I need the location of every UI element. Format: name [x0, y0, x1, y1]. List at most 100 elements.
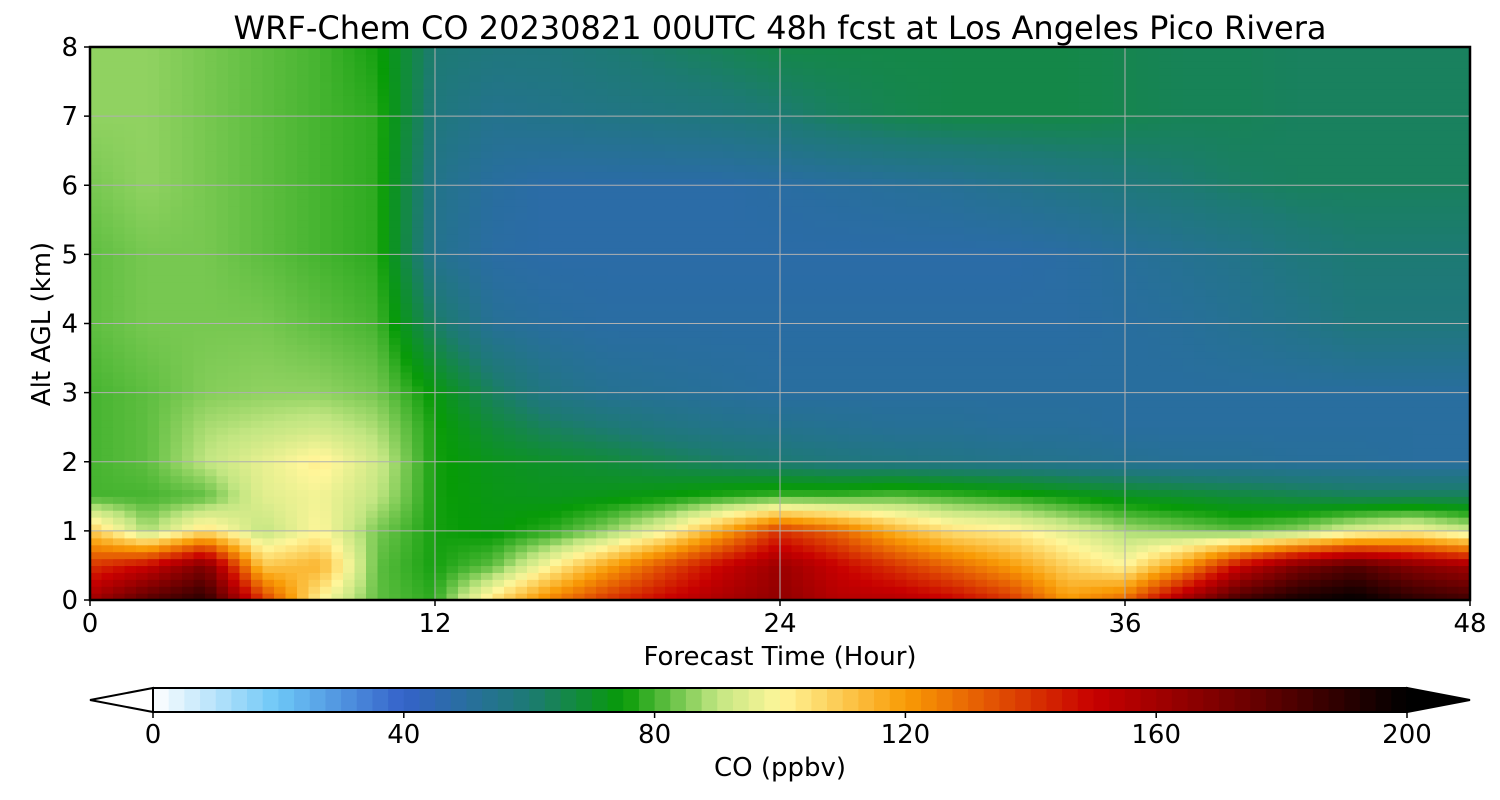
co-cell — [1309, 316, 1322, 325]
co-cell — [780, 371, 793, 380]
co-cell — [377, 309, 390, 318]
co-cell — [734, 551, 747, 560]
co-cell — [1205, 551, 1218, 560]
co-cell — [1424, 427, 1437, 435]
co-cell — [1447, 323, 1460, 332]
co-cell — [239, 371, 252, 380]
co-cell — [814, 503, 827, 511]
co-cell — [331, 406, 344, 414]
co-cell — [1332, 489, 1345, 497]
co-cell — [584, 323, 597, 332]
co-cell — [1274, 454, 1287, 463]
co-cell — [607, 378, 620, 387]
co-cell — [883, 565, 896, 573]
co-cell — [941, 344, 954, 352]
co-cell — [1320, 413, 1333, 421]
co-cell — [1343, 510, 1356, 518]
co-cell — [377, 427, 390, 435]
co-cell — [630, 510, 643, 518]
co-cell — [1343, 503, 1356, 511]
co-cell — [1079, 413, 1092, 421]
co-cell — [216, 454, 229, 463]
co-cell — [193, 572, 206, 580]
co-cell — [1056, 330, 1069, 338]
co-cell — [872, 413, 885, 421]
co-cell — [205, 316, 218, 325]
co-cell — [826, 468, 839, 477]
co-cell — [872, 517, 885, 525]
co-cell — [343, 537, 356, 546]
co-cell — [998, 371, 1011, 380]
co-cell — [492, 503, 505, 511]
co-cell — [573, 496, 586, 504]
co-cell — [745, 593, 758, 601]
co-cell — [596, 441, 609, 449]
co-cell — [1228, 517, 1241, 525]
co-cell — [1033, 344, 1046, 352]
co-cell — [1435, 586, 1448, 594]
co-cell — [435, 565, 448, 573]
co-cell — [768, 586, 781, 594]
co-cell — [791, 523, 804, 532]
co-cell — [354, 482, 367, 490]
co-cell — [1044, 544, 1057, 553]
co-cell — [1079, 420, 1092, 428]
co-cell — [630, 572, 643, 580]
co-cell — [1320, 523, 1333, 532]
co-cell — [1021, 558, 1034, 567]
co-cell — [573, 558, 586, 567]
co-cell — [1263, 558, 1276, 567]
co-cell — [883, 413, 896, 421]
co-cell — [297, 351, 310, 359]
co-cell — [354, 579, 367, 587]
co-cell — [1297, 399, 1310, 408]
co-cell — [998, 530, 1011, 539]
co-cell — [285, 489, 298, 497]
co-cell — [1309, 427, 1322, 435]
co-cell — [814, 558, 827, 567]
co-cell — [1044, 482, 1057, 490]
co-cell — [205, 489, 218, 497]
co-cell — [262, 586, 275, 594]
co-cell — [90, 358, 103, 366]
co-cell — [159, 482, 172, 490]
co-cell — [1113, 468, 1126, 477]
co-cell — [780, 378, 793, 387]
co-cell — [849, 434, 862, 442]
co-cell — [147, 503, 160, 511]
co-cell — [527, 482, 540, 490]
co-cell — [722, 364, 735, 373]
co-cell — [435, 517, 448, 525]
co-cell — [124, 316, 137, 325]
co-cell — [987, 482, 1000, 490]
co-cell — [918, 392, 931, 401]
co-cell — [676, 323, 689, 332]
co-cell — [1412, 344, 1425, 352]
co-cell — [113, 510, 126, 518]
co-cell — [941, 586, 954, 594]
co-cell — [1435, 392, 1448, 401]
co-cell — [1159, 385, 1172, 394]
co-cell — [1228, 399, 1241, 408]
co-cell — [1159, 468, 1172, 477]
co-cell — [1102, 337, 1115, 345]
co-cell — [1125, 579, 1138, 587]
co-cell — [688, 371, 701, 380]
co-cell — [918, 510, 931, 518]
co-cell — [872, 441, 885, 449]
co-cell — [1125, 510, 1138, 518]
co-cell — [1113, 489, 1126, 497]
co-cell — [826, 316, 839, 325]
co-cell — [872, 420, 885, 428]
co-cell — [780, 364, 793, 373]
co-cell — [446, 337, 459, 345]
co-cell — [814, 544, 827, 553]
co-cell — [642, 309, 655, 318]
co-cell — [1090, 434, 1103, 442]
co-cell — [124, 454, 137, 463]
co-cell — [400, 558, 413, 567]
co-cell — [941, 579, 954, 587]
co-cell — [1389, 475, 1402, 484]
co-cell — [1021, 434, 1034, 442]
co-cell — [1102, 441, 1115, 449]
